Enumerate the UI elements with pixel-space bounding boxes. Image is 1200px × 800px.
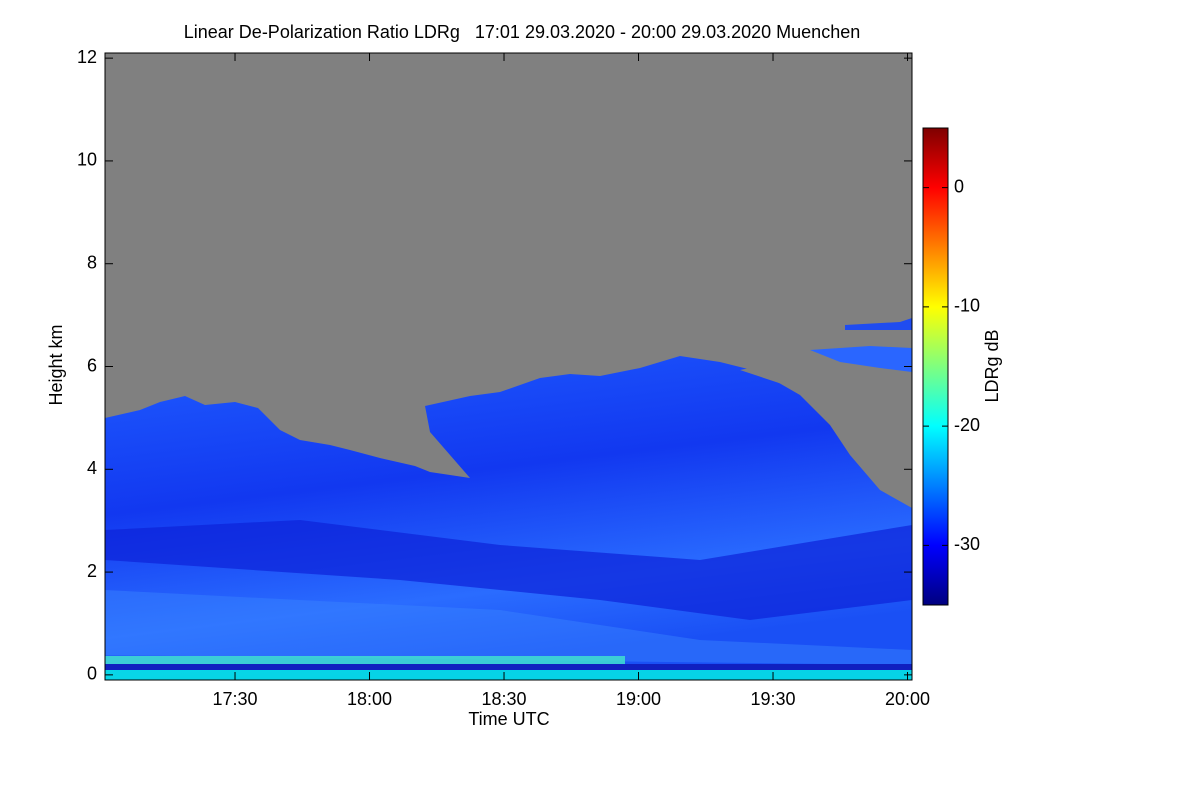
x-tick-label: 18:30 [481, 689, 526, 709]
colorbar-tick-label: -30 [954, 534, 980, 554]
x-tick-label: 19:00 [616, 689, 661, 709]
aerosol-layer [105, 656, 625, 664]
upper-cloud [845, 318, 912, 330]
y-tick-label: 12 [77, 47, 97, 67]
upper-cloud [810, 346, 912, 372]
y-tick-label: 8 [87, 252, 97, 272]
heatmap-field [105, 53, 912, 680]
y-tick-label: 0 [87, 664, 97, 684]
surface-layer [105, 670, 912, 680]
y-tick-label: 6 [87, 355, 97, 375]
chart-title: Linear De-Polarization Ratio LDRg 17:01 … [184, 22, 860, 42]
y-tick-label: 10 [77, 150, 97, 170]
light-band [105, 590, 912, 665]
x-tick-label: 18:00 [347, 689, 392, 709]
surface-layer [105, 664, 912, 670]
x-axis-label: Time UTC [468, 709, 549, 729]
colorbar-label: LDRg dB [982, 329, 1002, 402]
y-tick-label: 4 [87, 458, 97, 478]
colorbar-tick-label: 0 [954, 176, 964, 196]
colorbar [922, 127, 949, 606]
colorbar-tick-label: -20 [954, 415, 980, 435]
colorbar-tick-label: -10 [954, 296, 980, 316]
x-tick-label: 17:30 [212, 689, 257, 709]
x-tick-label: 19:30 [750, 689, 795, 709]
y-tick-label: 2 [87, 561, 97, 581]
x-tick-label: 20:00 [885, 689, 930, 709]
dark-band [105, 520, 912, 620]
y-axis-label: Height km [46, 324, 66, 405]
